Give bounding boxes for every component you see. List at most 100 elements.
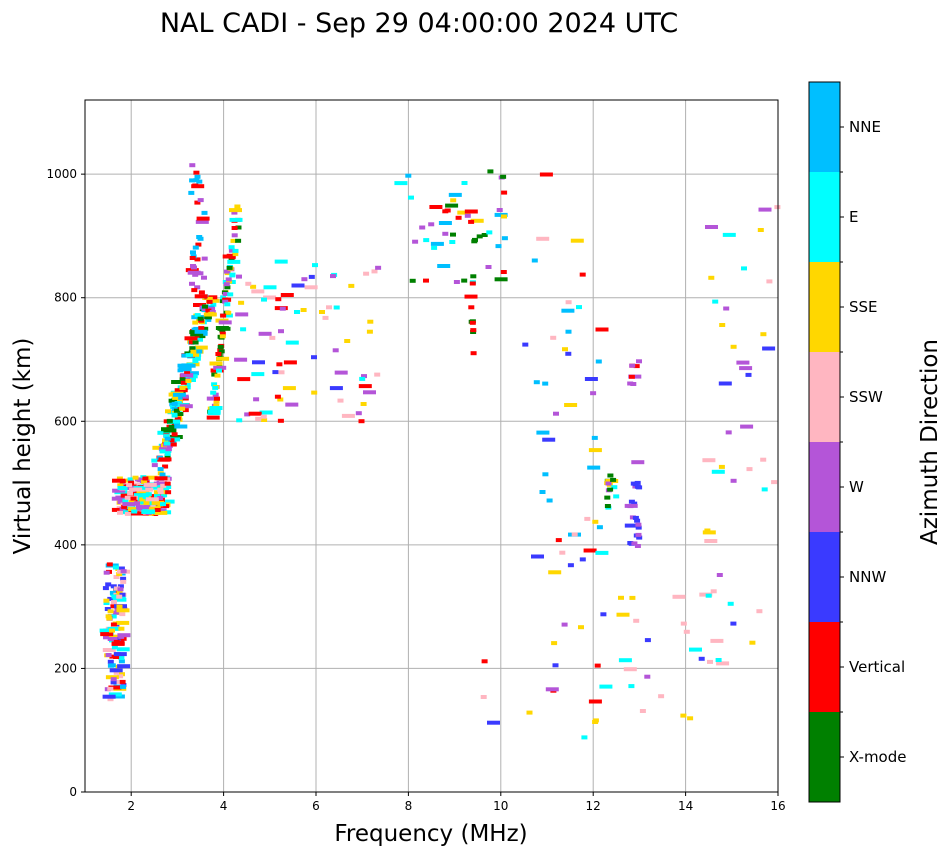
echo-point — [469, 320, 476, 325]
echo-point — [109, 668, 123, 673]
x-tick-label: 2 — [127, 799, 135, 813]
echo-point — [107, 659, 114, 664]
echo-point — [231, 226, 238, 230]
echo-point — [111, 600, 117, 605]
y-tick-label: 0 — [69, 785, 77, 799]
echo-point — [248, 411, 262, 416]
echo-point — [437, 264, 451, 268]
echo-point — [112, 478, 125, 483]
echo-point — [171, 413, 178, 418]
colorbar-segment — [809, 712, 840, 802]
echo-point — [165, 510, 172, 515]
echo-point — [194, 200, 201, 205]
echo-point — [579, 272, 586, 277]
echo-point — [154, 510, 168, 515]
echo-point — [359, 376, 366, 381]
echo-point — [189, 352, 196, 357]
echo-point — [348, 283, 355, 288]
echo-point — [468, 305, 475, 310]
data-points — [99, 163, 781, 740]
echo-point — [718, 464, 725, 469]
echo-point — [555, 538, 562, 543]
echo-point — [624, 503, 638, 508]
echo-point — [116, 594, 123, 599]
echo-point — [739, 366, 753, 371]
echo-point — [157, 467, 164, 472]
echo-point — [235, 238, 242, 243]
echo-point — [165, 409, 171, 414]
echo-point — [116, 620, 130, 625]
echo-point — [168, 438, 175, 443]
echo-point — [613, 494, 620, 499]
echo-point — [178, 367, 192, 372]
echo-point — [334, 370, 348, 375]
echo-point — [216, 368, 222, 373]
echo-point — [164, 454, 171, 459]
echo-point — [99, 628, 113, 633]
echo-point — [611, 485, 618, 490]
echo-point — [122, 498, 129, 503]
echo-point — [163, 434, 170, 439]
echo-point — [405, 173, 412, 178]
echo-point — [212, 385, 219, 390]
echo-point — [207, 409, 221, 414]
echo-point — [282, 386, 296, 391]
colorbar: X-mode Vertical NNW W SSW SSE E NNE — [808, 81, 906, 803]
echo-point — [105, 582, 112, 587]
echo-point — [455, 215, 462, 220]
echo-point — [600, 612, 607, 617]
echo-point — [134, 482, 141, 487]
echo-point — [120, 579, 127, 584]
echo-point — [291, 283, 305, 288]
echo-point — [630, 382, 637, 386]
echo-point — [118, 566, 125, 571]
echo-point — [707, 659, 713, 664]
echo-point — [195, 242, 202, 247]
echo-point — [710, 638, 724, 643]
echo-point — [355, 411, 362, 416]
echo-point — [371, 269, 378, 274]
echo-point — [304, 285, 318, 290]
echo-point — [211, 372, 218, 377]
echo-point — [501, 214, 507, 219]
echo-point — [118, 626, 125, 631]
echo-point — [190, 332, 204, 337]
colorbar-segment — [809, 172, 840, 262]
echo-point — [632, 482, 639, 487]
echo-point — [442, 209, 449, 214]
echo-point — [201, 256, 208, 261]
colorbar-tick-label: X-mode — [849, 748, 906, 766]
echo-point — [756, 609, 763, 614]
echo-point — [111, 694, 125, 699]
echo-point — [193, 170, 200, 175]
echo-point — [595, 550, 609, 555]
echo-point — [283, 360, 297, 365]
echo-point — [632, 515, 639, 520]
echo-point — [214, 396, 220, 401]
echo-point — [442, 231, 449, 236]
echo-point — [771, 480, 778, 485]
echo-point — [197, 337, 203, 342]
echo-point — [229, 208, 242, 213]
echo-point — [188, 190, 195, 195]
echo-point — [431, 245, 438, 250]
echo-point — [168, 398, 175, 403]
echo-point — [140, 500, 147, 505]
echo-point — [238, 300, 245, 305]
echo-point — [360, 402, 367, 406]
echo-point — [119, 672, 125, 677]
echo-point — [216, 356, 230, 361]
echo-point — [562, 347, 568, 352]
echo-point — [209, 361, 223, 366]
echo-point — [222, 297, 229, 302]
echo-point — [628, 684, 635, 689]
echo-point — [605, 481, 612, 486]
echo-point — [107, 686, 114, 691]
x-tick-label: 12 — [586, 799, 601, 813]
echo-point — [185, 378, 192, 383]
echo-point — [236, 274, 242, 279]
echo-point — [269, 335, 276, 340]
echo-point — [232, 252, 239, 257]
echo-point — [218, 349, 225, 354]
